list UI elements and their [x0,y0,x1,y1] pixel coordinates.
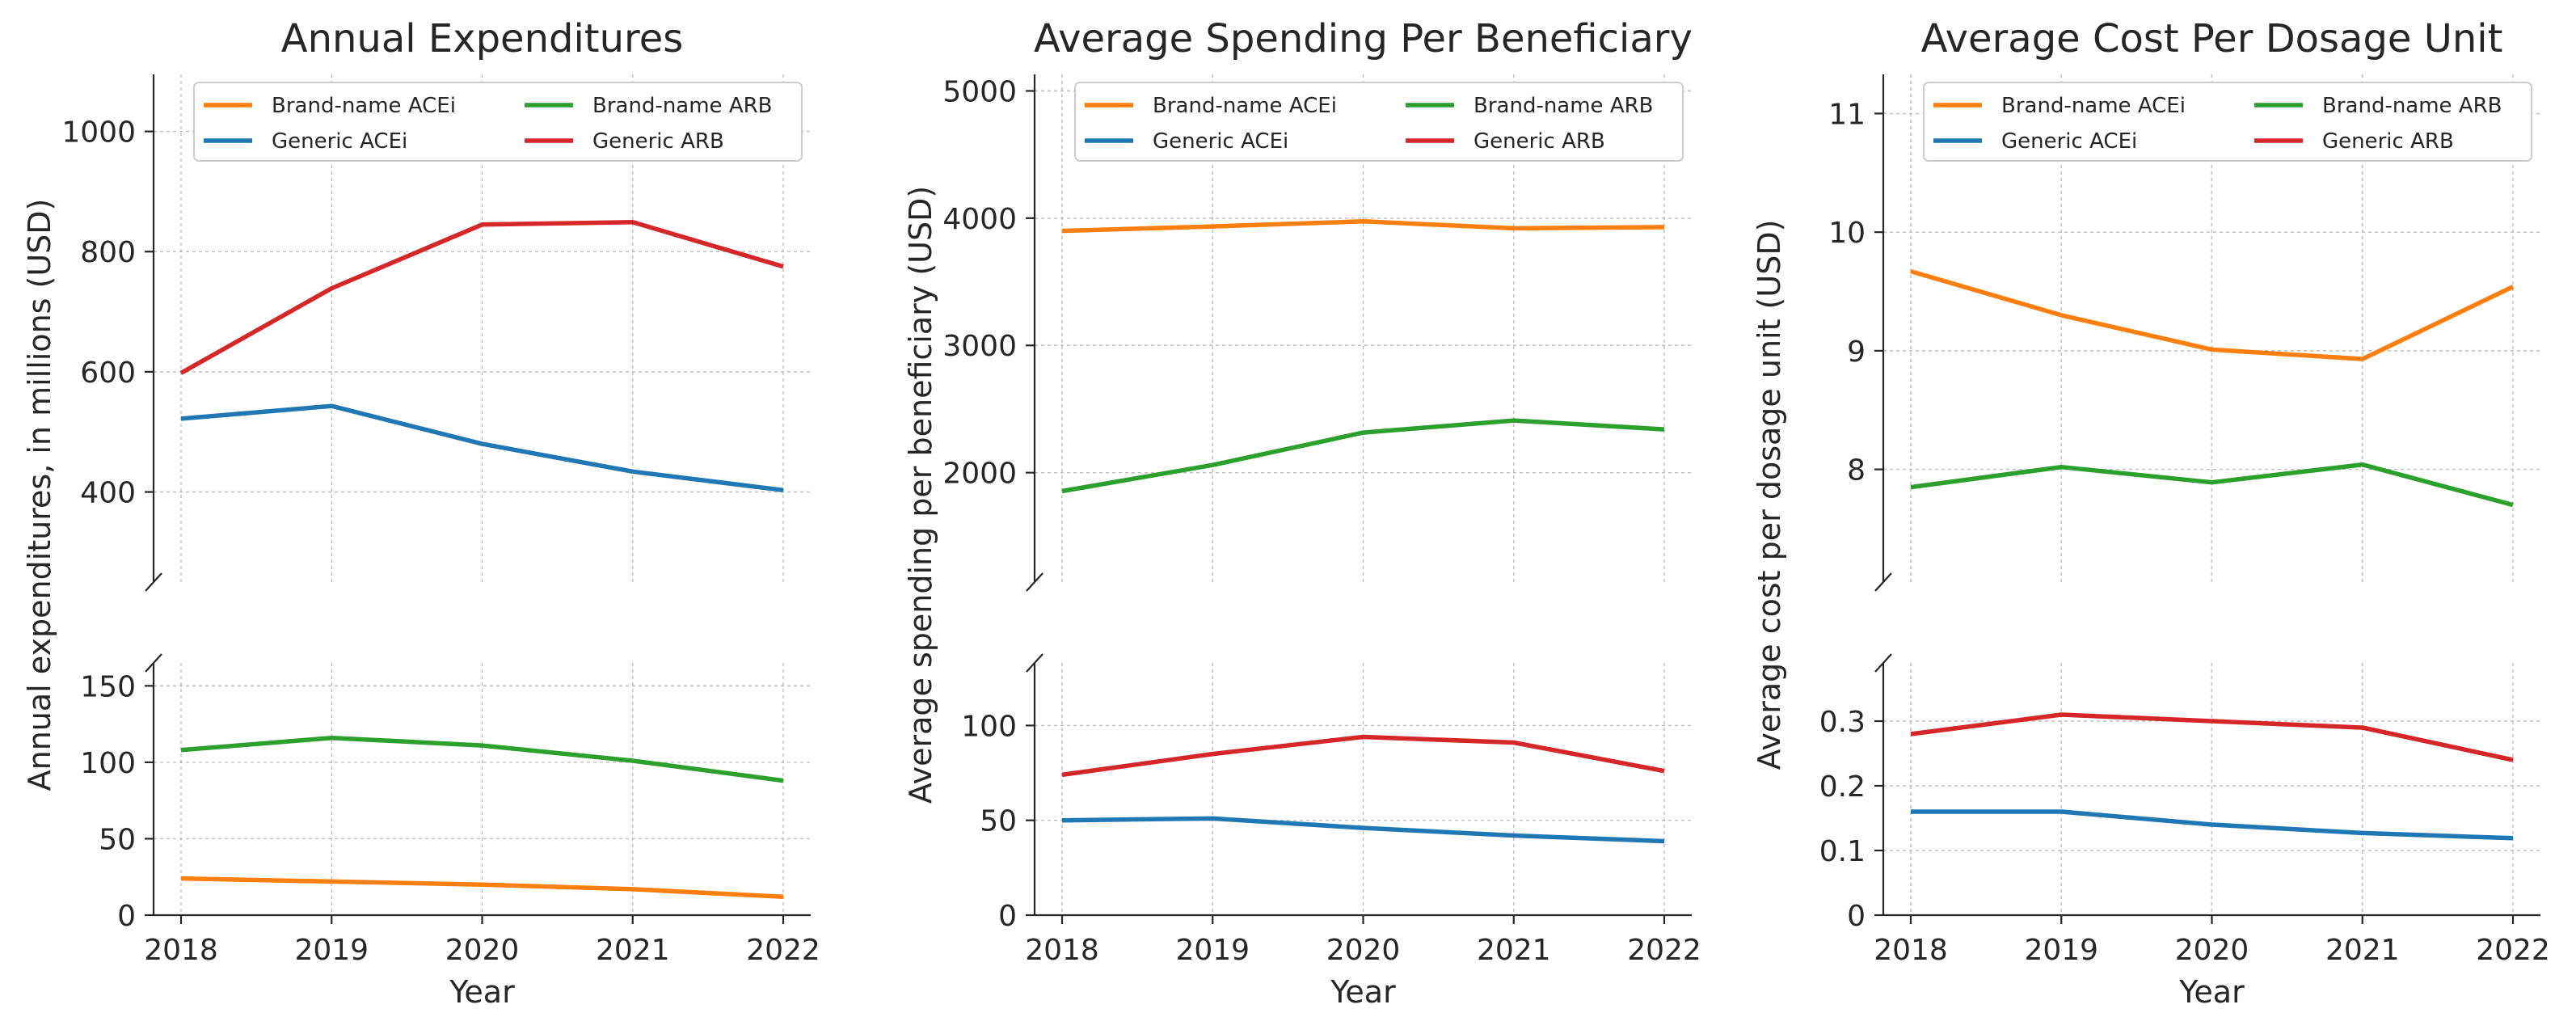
y-tick-label: 400 [80,477,136,510]
y-tick-label: 50 [980,805,1017,838]
legend-label: Brand-name ACEi [272,94,456,118]
y-tick-label: 100 [961,710,1017,743]
x-tick-label: 2019 [294,934,369,967]
legend: Brand-name ACEi Generic ACEi Brand-name AR… [1074,82,1684,162]
axis-break-mark [145,653,162,673]
series-line-brand-name-arb [180,735,784,783]
x-tick-label: 2018 [1874,934,1948,967]
x-tick-label: 2020 [2175,934,2249,967]
y-tick-label: 9 [1847,336,1866,369]
x-tick-label: 2021 [2325,934,2400,967]
chart-title: Average Cost Per Dosage Unit [1921,16,2503,61]
series-line-generic-acei [1061,816,1665,844]
x-tick-label: 2019 [1175,934,1250,967]
y-tick-label: 150 [80,670,136,703]
series-line-brand-name-arb [1061,418,1665,494]
legend-label: Generic ARB [592,129,724,154]
legend-label: Brand-name ACEi [2001,94,2186,118]
series-line-brand-name-acei [1061,219,1665,234]
series-line-generic-arb [1061,734,1665,778]
chart-panel-3: Average Cost Per Dosage Unit 8 9 10 11 0 0.1 0.… [1752,16,2550,1010]
x-tick-label: 2020 [1326,934,1401,967]
legend-label: Brand-name ARB [2322,94,2502,118]
y-tick-label: 600 [80,357,136,390]
y-tick-label: 5000 [942,75,1017,108]
y-tick-label: 0 [1847,900,1866,933]
series-line-brand-name-acei [1910,268,2515,361]
y-tick-label: 50 [99,823,136,856]
y-tick-label: 0.1 [1819,835,1866,868]
y-tick-label: 100 [80,747,136,780]
series-line-generic-acei [1911,809,2514,841]
chart-title: Average Spending Per Beneficiary [1034,16,1693,61]
x-tick-label: 2019 [2024,934,2098,967]
legend: Brand-name ACEi Generic ACEi Brand-name AR… [193,82,803,162]
y-tick-label: 11 [1828,98,1866,131]
axis-break-mark [145,572,162,592]
legend-label: Brand-name ARB [592,94,773,118]
y-tick-label: 0.3 [1819,706,1866,739]
legend-label: Generic ACEi [272,129,407,154]
x-tick-label: 2022 [1627,934,1701,967]
legend-label: Generic ARB [1474,129,1605,154]
axis-break-mark [1874,572,1892,592]
legend-frame [1074,82,1684,162]
axis-break-mark [1026,653,1043,673]
x-axis-label: Year [1330,974,1396,1010]
y-tick-label: 10 [1828,217,1866,250]
legend-label: Brand-name ACEi [1153,94,1337,118]
y-tick-label: 2000 [942,458,1017,491]
x-tick-label: 2022 [746,934,820,967]
x-tick-label: 2021 [1477,934,1551,967]
y-tick-label: 0 [117,900,136,933]
series-line-brand-name-acei [180,876,784,900]
x-axis-label: Year [449,974,515,1010]
axis-break-mark [1026,572,1043,592]
y-tick-label: 0 [998,900,1017,933]
y-tick-label: 800 [80,236,136,269]
y-tick-label: 1000 [61,116,136,150]
series-line-brand-name-arb [1910,462,2514,508]
chart-title: Annual Expenditures [281,16,684,61]
y-axis-label: Annual expenditures, in millions (USD) [22,199,57,791]
series-line-generic-arb [1910,712,2514,762]
x-tick-label: 2020 [445,934,520,967]
legend-label: Brand-name ARB [1474,94,1654,118]
legend-label: Generic ACEi [1153,129,1288,154]
series-line-generic-arb [179,220,784,375]
legend-frame [1923,82,2532,162]
y-tick-label: 8 [1847,454,1866,487]
x-tick-label: 2022 [2476,934,2550,967]
x-tick-label: 2018 [1025,934,1099,967]
x-tick-label: 2018 [144,934,218,967]
y-tick-label: 0.2 [1819,770,1866,804]
y-axis-label: Average cost per dosage unit (USD) [1752,220,1787,770]
chart-panel-1: Annual Expenditures 400 600 800 1000 0 50 100 15… [22,16,820,1010]
x-tick-label: 2021 [596,934,670,967]
series-line-generic-acei [180,403,784,493]
axis-break-mark [1874,653,1892,673]
legend-label: Generic ACEi [2001,129,2137,154]
chart-panel-2: Average Spending Per Beneficiary 2000 3000… [903,16,1701,1010]
legend-label: Generic ARB [2322,129,2454,154]
x-axis-label: Year [2178,974,2245,1010]
legend-frame [193,82,803,162]
y-tick-label: 4000 [942,203,1017,236]
y-tick-label: 3000 [942,330,1017,363]
y-axis-label: Average spending per beneficiary (USD) [903,186,938,804]
legend: Brand-name ACEi Generic ACEi Brand-name AR… [1923,82,2532,162]
